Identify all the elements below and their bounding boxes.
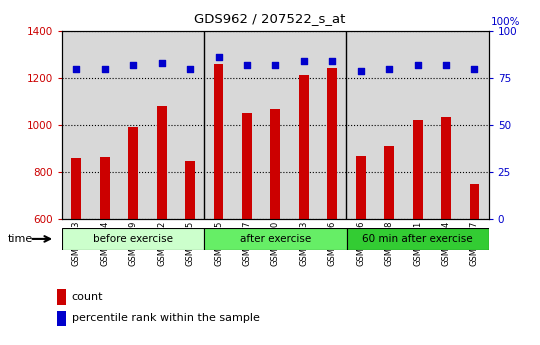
- Bar: [204, 228, 347, 250]
- Point: [470, 66, 479, 71]
- Bar: [57, 311, 66, 326]
- Bar: [413, 120, 423, 219]
- Point: [385, 66, 394, 71]
- Point: [328, 58, 336, 64]
- Bar: [469, 184, 480, 219]
- Bar: [233, 31, 261, 219]
- Bar: [327, 68, 338, 219]
- Bar: [384, 146, 394, 219]
- Bar: [261, 31, 289, 219]
- Point: [242, 62, 251, 68]
- Point: [442, 62, 450, 68]
- Point: [214, 55, 223, 60]
- Bar: [128, 127, 138, 219]
- Bar: [157, 106, 167, 219]
- Bar: [71, 158, 82, 219]
- Bar: [204, 31, 233, 219]
- Text: after exercise: after exercise: [240, 234, 311, 244]
- Bar: [62, 31, 91, 219]
- Bar: [213, 65, 224, 219]
- Bar: [356, 156, 366, 219]
- Point: [157, 60, 166, 66]
- Text: before exercise: before exercise: [93, 234, 173, 244]
- Bar: [460, 31, 489, 219]
- Text: count: count: [72, 292, 103, 302]
- Bar: [318, 31, 347, 219]
- Bar: [185, 161, 195, 219]
- Bar: [432, 31, 460, 219]
- Bar: [271, 109, 280, 219]
- Point: [271, 62, 280, 68]
- Bar: [289, 31, 318, 219]
- Text: 100%: 100%: [490, 18, 520, 27]
- Point: [300, 58, 308, 64]
- Bar: [403, 31, 432, 219]
- Text: GDS962 / 207522_s_at: GDS962 / 207522_s_at: [194, 12, 346, 25]
- Point: [100, 66, 109, 71]
- Point: [72, 66, 80, 71]
- Text: percentile rank within the sample: percentile rank within the sample: [72, 313, 260, 323]
- Bar: [242, 112, 252, 219]
- Point: [356, 68, 365, 73]
- Bar: [441, 117, 451, 219]
- Point: [413, 62, 422, 68]
- Bar: [176, 31, 204, 219]
- Bar: [347, 31, 375, 219]
- Bar: [147, 31, 176, 219]
- Bar: [62, 228, 204, 250]
- Point: [129, 62, 138, 68]
- Bar: [375, 31, 403, 219]
- Bar: [57, 289, 66, 305]
- Bar: [299, 75, 309, 219]
- Bar: [119, 31, 147, 219]
- Bar: [100, 158, 110, 219]
- Text: time: time: [8, 234, 33, 244]
- Text: 60 min after exercise: 60 min after exercise: [362, 234, 473, 244]
- Bar: [91, 31, 119, 219]
- Point: [186, 66, 194, 71]
- Bar: [347, 228, 489, 250]
